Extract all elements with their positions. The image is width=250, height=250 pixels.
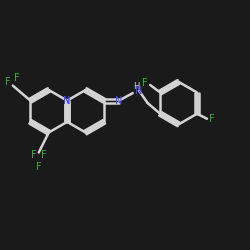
Text: N: N	[64, 96, 71, 106]
Text: F: F	[41, 150, 46, 160]
Text: N: N	[115, 96, 123, 106]
Text: F: F	[142, 78, 148, 88]
Text: F: F	[209, 114, 215, 124]
Text: N: N	[64, 96, 71, 106]
Text: F: F	[36, 162, 42, 172]
Text: F: F	[14, 73, 20, 83]
Text: F: F	[31, 150, 36, 160]
Text: F: F	[5, 77, 11, 87]
Text: H: H	[133, 82, 140, 91]
Text: N: N	[135, 86, 143, 96]
